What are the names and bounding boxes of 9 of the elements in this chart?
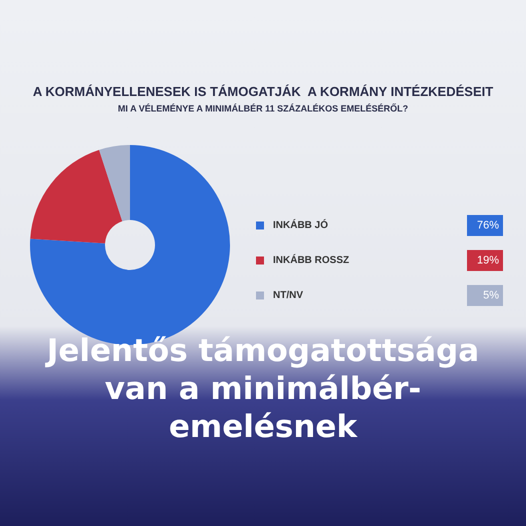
legend-label: NT/NV — [273, 290, 304, 301]
legend-label: INKÁBB ROSSZ — [273, 254, 350, 266]
data-label: 19% — [476, 254, 500, 266]
data-label: 76% — [476, 220, 500, 232]
chart-title: A KORMÁNYELLENESEK IS TÁMOGATJÁK A KORMÁNY INTÉZKEDÉSEIT — [32, 84, 494, 99]
data-label: 5% — [483, 290, 500, 302]
text: Jelentős támogatottsága van a minimálbér-emelésnek — [44, 332, 480, 446]
chart-subtitle: MI A VÉLEMÉNYE A MINIMÁLBÉR 11 SZÁZALÉKOS EMELÉSÉRŐL? — [118, 104, 408, 114]
legend-label: INKÁBB JÓ — [273, 219, 328, 231]
